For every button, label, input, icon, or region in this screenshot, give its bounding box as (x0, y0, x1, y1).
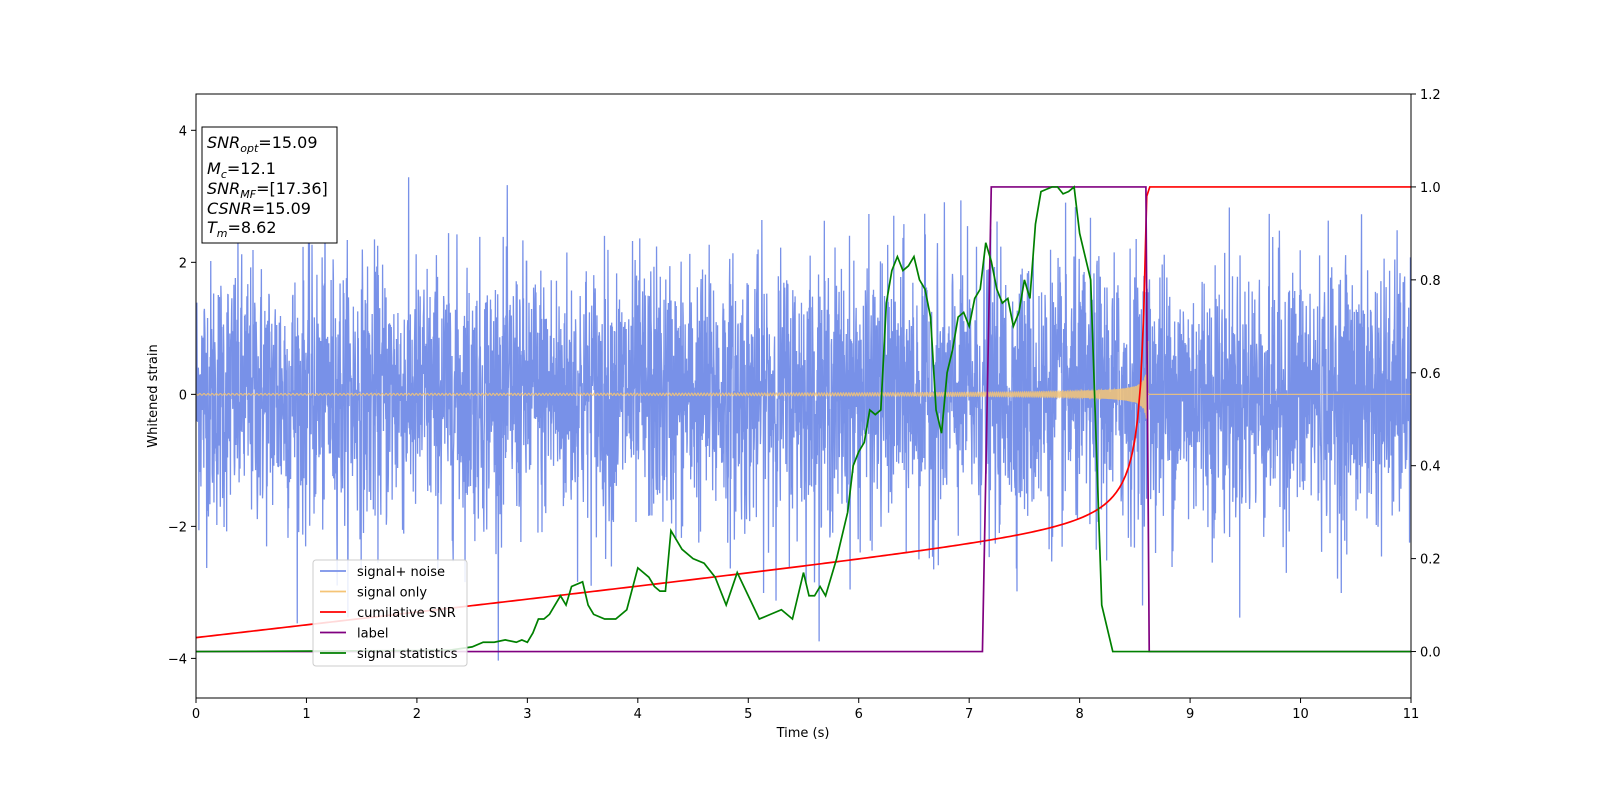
legend-entry: signal only (357, 586, 427, 601)
annotation-mc: Mc=12.1 (207, 159, 276, 181)
legend-entry: signal statistics (357, 647, 458, 662)
legend-frame (312, 559, 468, 667)
y-left-tick-label: 0 (179, 388, 187, 403)
x-tick-label: 5 (744, 707, 752, 722)
x-axis-label: Time (s) (776, 726, 830, 741)
y-axis-right: 1.2 1.0 0.8 0.6 0.4 0.2 0.0 (1411, 88, 1441, 661)
legend-entry: cumilative SNR (357, 606, 456, 621)
annotation-snr-mf: SNRMF=[17.36] (207, 179, 328, 201)
x-tick-label: 3 (523, 707, 531, 722)
series-signal-only (196, 340, 1411, 419)
y-right-tick-label: 0.6 (1420, 367, 1441, 382)
legend-entry: signal+ noise (357, 565, 445, 580)
x-tick-label: 0 (192, 707, 200, 722)
annotation-tm: Tm=8.62 (207, 218, 277, 240)
x-tick-label: 11 (1403, 707, 1420, 722)
annotation-snr-opt: SNRopt=15.09 (207, 133, 318, 155)
x-tick-label: 4 (634, 707, 642, 722)
annotation-csnr: CSNR=15.09 (207, 199, 311, 218)
x-axis: 0 1 2 3 4 5 6 7 8 9 10 11 (192, 698, 1419, 722)
y-right-tick-label: 1.2 (1420, 88, 1441, 103)
y-axis-label-left: Whitened strain (146, 344, 161, 447)
y-right-tick-label: 0.8 (1420, 274, 1441, 289)
x-tick-label: 1 (302, 707, 310, 722)
y-left-tick-label: 4 (179, 124, 187, 139)
y-right-tick-label: 0.4 (1420, 460, 1441, 475)
x-tick-label: 10 (1292, 707, 1309, 722)
x-tick-label: 6 (855, 707, 863, 722)
x-tick-label: 8 (1075, 707, 1083, 722)
annotation-box: SNRopt=15.09 Mc=12.1 SNRMF=[17.36] CSNR=… (201, 126, 338, 244)
series-signal-noise (196, 177, 1411, 661)
legend-entry: label (357, 627, 388, 642)
y-left-tick-label: −2 (168, 520, 187, 535)
axes-frame (195, 93, 1412, 699)
y-right-tick-label: 0.2 (1420, 553, 1441, 568)
series-signal-statistics (196, 185, 1411, 653)
y-left-tick-label: −4 (168, 652, 187, 667)
y-right-tick-label: 1.0 (1420, 181, 1441, 196)
y-right-tick-label: 0.0 (1420, 646, 1441, 661)
x-tick-label: 9 (1186, 707, 1194, 722)
x-tick-label: 2 (413, 707, 421, 722)
legend: signal+ noise signal only cumilative SNR la… (312, 559, 468, 667)
y-axis-left: 4 2 0 −2 −4 (168, 124, 196, 667)
y-left-tick-label: 2 (179, 256, 187, 271)
x-tick-label: 7 (965, 707, 973, 722)
